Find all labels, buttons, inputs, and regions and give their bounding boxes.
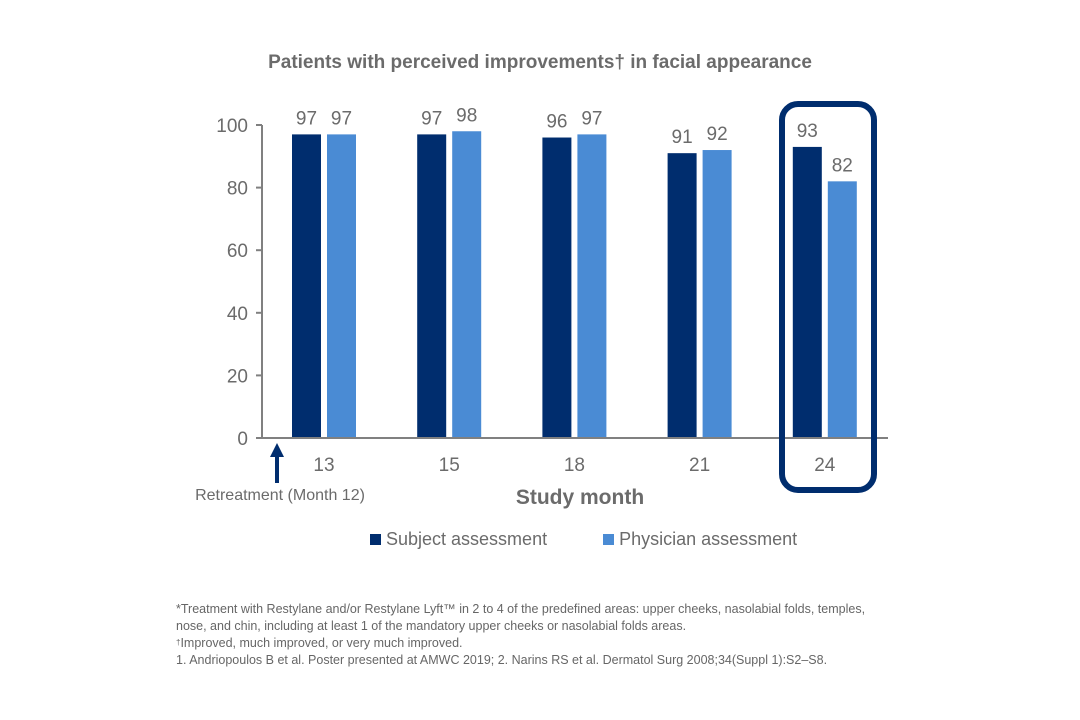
y-tick-label-40: 40 (227, 304, 248, 325)
chart-title: Patients with perceived improvements† in… (268, 52, 812, 73)
data-label-physician-month-13: 97 (331, 108, 352, 129)
footnotes: *Treatment with Restylane and/or Restyla… (176, 601, 936, 669)
footnote-treatment: *Treatment with Restylane and/or Restyla… (176, 602, 866, 616)
data-label-physician-month-18: 97 (581, 108, 602, 129)
data-label-subject-month-18: 96 (546, 112, 567, 133)
x-tick-label-18: 18 (564, 455, 585, 476)
bar-subject-month-18 (542, 137, 572, 438)
footnote-treatment-cont: nose, and chin, including at least 1 of … (176, 619, 687, 633)
axes-group: 13 15 18 21 24 0 20 40 60 80 100 Study month (216, 116, 888, 509)
data-label-physician-month-24: 82 (832, 155, 853, 176)
legend: Subject assessment Physician assessment (370, 529, 853, 550)
data-labels-group: 97 97 97 98 96 97 91 92 93 82 (296, 105, 853, 176)
x-tick-label-13: 13 (313, 455, 334, 476)
legend-item-physician: Physician assessment (603, 529, 797, 550)
y-tick-label-60: 60 (227, 241, 248, 262)
x-tick-label-15: 15 (439, 455, 460, 476)
legend-label-physician: Physician assessment (619, 529, 798, 549)
bar-subject-month-13 (292, 134, 321, 438)
bar-subject-month-15 (417, 134, 447, 438)
footnote-references: 1. Andriopoulos B et al. Poster presente… (176, 653, 828, 667)
bar-subject-month-21 (667, 153, 697, 439)
legend-label-subject: Subject assessment (386, 529, 548, 549)
bar-physician-month-18 (577, 134, 607, 438)
data-label-subject-month-15: 97 (421, 108, 442, 129)
bar-physician-month-15 (452, 131, 482, 438)
bar-physician-month-24 (827, 181, 857, 438)
y-tick-label-100: 100 (216, 116, 248, 137)
bar-physician-month-13 (327, 134, 356, 438)
legend-swatch-physician (603, 534, 615, 545)
data-label-physician-month-21: 92 (707, 124, 728, 145)
bar-physician-month-21 (702, 150, 732, 439)
x-axis-label: Study month (516, 486, 644, 509)
data-label-physician-month-15: 98 (456, 105, 477, 126)
bar-subject-month-24 (792, 146, 822, 438)
x-tick-label-21: 21 (689, 455, 710, 476)
annotations-group: Retreatment (Month 12) (195, 101, 877, 504)
bars-group (292, 131, 857, 439)
data-label-subject-month-21: 91 (672, 127, 693, 148)
retreatment-arrow-head-icon (270, 443, 284, 457)
dagger-mark: † (176, 638, 181, 647)
legend-swatch-subject (370, 534, 381, 545)
data-label-subject-month-24: 93 (797, 121, 818, 142)
x-tick-label-24: 24 (814, 455, 836, 476)
y-tick-label-0: 0 (237, 429, 248, 450)
data-label-subject-month-13: 97 (296, 108, 317, 129)
highlight-box-month-24 (779, 101, 877, 493)
retreatment-label: Retreatment (Month 12) (195, 487, 365, 504)
y-tick-label-80: 80 (227, 179, 248, 200)
y-tick-label-20: 20 (227, 366, 248, 387)
footnote-improved: †Improved, much improved, or very much i… (176, 636, 463, 650)
legend-item-subject: Subject assessment (370, 529, 547, 550)
